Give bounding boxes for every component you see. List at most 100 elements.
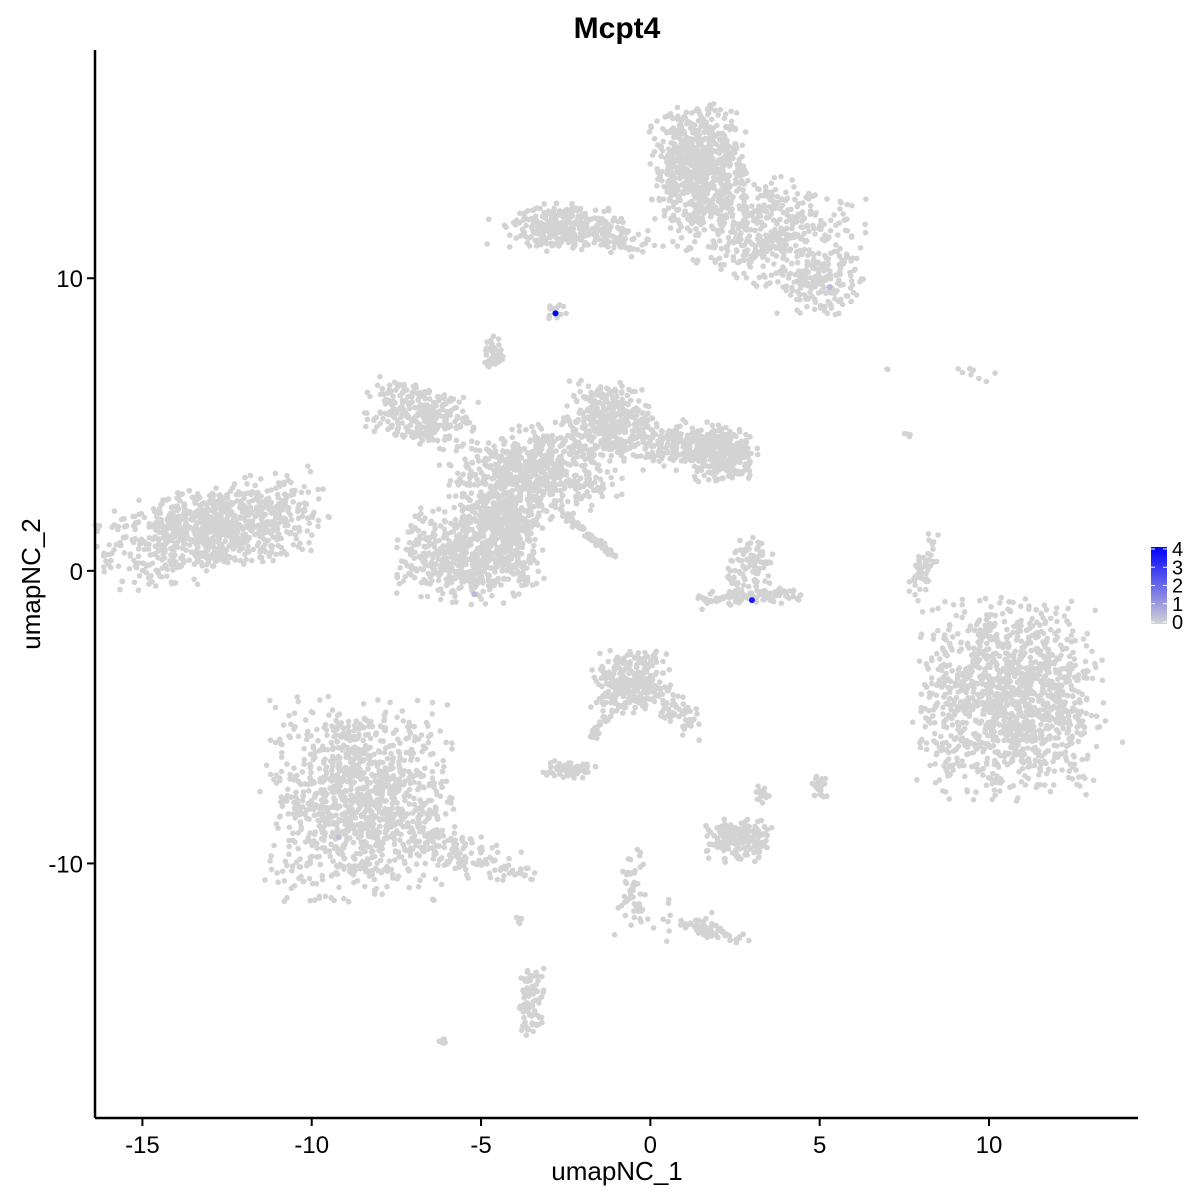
cell-point	[369, 871, 376, 878]
cell-point	[333, 717, 339, 724]
cell-point	[420, 743, 427, 749]
cell-point	[843, 293, 850, 299]
cell-point	[955, 743, 962, 749]
cell-point	[1066, 735, 1073, 742]
cell-point	[996, 653, 1003, 659]
cell-point	[660, 243, 666, 249]
cell-point	[449, 740, 455, 746]
cell-point	[152, 551, 158, 557]
cell-point	[980, 749, 986, 755]
cell-point	[682, 115, 689, 121]
cell-point	[336, 884, 342, 891]
cell-point	[793, 249, 800, 255]
cell-point	[316, 853, 322, 860]
cell-point	[1022, 689, 1029, 695]
cell-point	[667, 225, 674, 231]
cell-point	[498, 865, 504, 871]
cell-point	[671, 164, 677, 170]
cell-point	[341, 855, 348, 862]
cell-point	[287, 734, 294, 741]
cell-point	[966, 750, 972, 757]
cell-point	[448, 800, 454, 806]
cell-point	[186, 542, 193, 548]
cell-point	[117, 542, 124, 549]
cell-point	[689, 214, 695, 221]
cell-point	[419, 808, 426, 814]
cell-point	[799, 209, 806, 215]
cell-point	[223, 523, 230, 530]
cell-point	[313, 840, 320, 847]
cell-point	[1079, 756, 1085, 763]
cell-point	[1066, 768, 1072, 774]
cell-point	[674, 243, 681, 249]
cell-point	[322, 756, 328, 762]
cell-point	[191, 528, 197, 535]
cell-point	[694, 201, 701, 207]
cell-point	[727, 182, 734, 189]
cell-point	[766, 214, 772, 220]
cell-point	[994, 698, 1000, 705]
cell-point	[783, 287, 789, 294]
cell-point	[281, 515, 287, 522]
cell-point	[960, 719, 966, 726]
cell-point	[1011, 659, 1018, 665]
cell-point	[283, 494, 290, 501]
cell-point	[295, 845, 302, 852]
cell-point	[1064, 636, 1070, 643]
cell-point	[749, 203, 755, 209]
cell-point	[433, 842, 440, 849]
cell-point	[276, 736, 283, 743]
cell-point	[331, 819, 337, 826]
cell-point	[1058, 652, 1064, 659]
cell-point	[1068, 598, 1075, 605]
cell-point	[977, 597, 983, 604]
cell-point	[240, 540, 247, 546]
cell-point	[930, 713, 936, 719]
cell-point	[995, 683, 1002, 690]
cell-point	[186, 557, 193, 563]
cell-point	[390, 765, 396, 771]
cell-point	[715, 147, 722, 154]
cell-point	[322, 830, 329, 836]
cell-point	[954, 760, 960, 766]
cell-point	[357, 850, 364, 857]
cell-point	[733, 248, 740, 255]
cell-point	[730, 257, 737, 263]
cell-point	[444, 702, 451, 708]
cell-point	[1051, 684, 1057, 691]
cell-point	[1045, 725, 1052, 732]
cell-point	[256, 528, 262, 535]
cell-point	[1045, 766, 1052, 773]
cell-point	[841, 217, 848, 223]
cell-point	[139, 567, 146, 574]
cell-point	[324, 790, 330, 797]
cell-point	[801, 246, 808, 253]
cell-point	[377, 817, 383, 823]
cell-point	[123, 534, 129, 540]
cell-point	[145, 575, 152, 581]
cell-point	[1011, 691, 1018, 698]
cell-point	[275, 542, 282, 549]
cell-point	[150, 536, 156, 543]
cell-point	[1004, 680, 1011, 686]
cell-point	[327, 758, 334, 764]
cell-point	[923, 746, 930, 753]
cell-point	[411, 723, 418, 730]
cell-point	[1053, 698, 1059, 704]
cell-point	[305, 834, 312, 841]
cell-point	[349, 821, 356, 828]
cell-point	[844, 201, 850, 208]
cell-point	[221, 558, 227, 565]
cell-point	[946, 621, 953, 628]
cell-point	[697, 178, 704, 184]
cell-point	[1040, 737, 1047, 743]
cell-point	[922, 723, 928, 730]
cell-point	[849, 202, 855, 209]
cell-point	[307, 751, 314, 758]
cell-point	[401, 846, 408, 852]
cell-point	[489, 845, 496, 851]
cell-point	[739, 220, 745, 226]
cell-point	[347, 759, 354, 766]
cell-point	[360, 756, 367, 763]
cell-point	[253, 513, 259, 519]
